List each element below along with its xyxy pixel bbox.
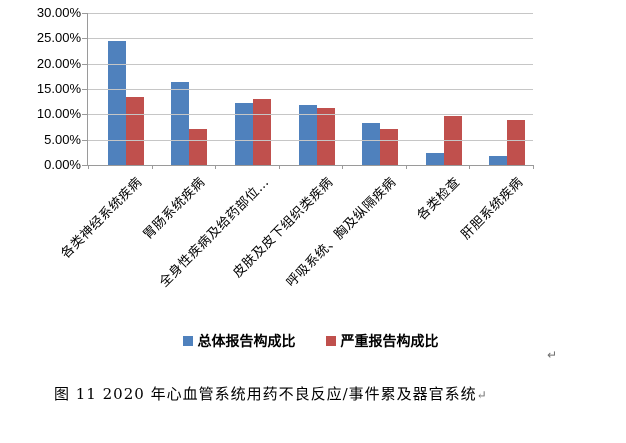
x-axis-category-label-1: 胃肠系统疾病 — [140, 174, 209, 243]
y-axis-tick-label: 0.00% — [44, 157, 81, 172]
y-tick-mark — [82, 13, 87, 14]
y-axis-tick-label: 15.00% — [36, 81, 81, 96]
figure-caption-text: 图 11 2020 年心血管系统用药不良反应/事件累及器官系统 — [54, 385, 477, 403]
bar-serious-0 — [125, 96, 144, 165]
caption-return-mark: ↵ — [476, 388, 487, 402]
bar-overall-6 — [489, 156, 508, 165]
bar-group-1 — [152, 13, 216, 165]
bar-group-0 — [88, 13, 152, 165]
x-tick-mark — [278, 165, 280, 169]
y-axis-line — [87, 13, 88, 166]
x-axis-category-label-4: 呼吸系统、胸及纵隔疾病 — [283, 174, 400, 291]
y-tick-mark — [82, 165, 87, 166]
bar-overall-4 — [362, 122, 381, 165]
bar-group-5 — [406, 13, 470, 165]
gridline-30 — [88, 13, 533, 14]
gridline-15 — [88, 89, 533, 90]
x-tick-mark — [88, 165, 89, 169]
y-tick-mark — [82, 63, 87, 65]
x-axis-category-label-3: 皮肤及皮下组织类疾病 — [229, 174, 336, 281]
bar-overall-0 — [107, 41, 126, 165]
bars-container — [88, 13, 533, 165]
bar-group-2 — [215, 13, 279, 165]
plot-area: 0.00% 5.00% 10.00% 15.00% 20.00% 25.00% 30.00% — [37, 6, 534, 172]
y-axis-tick-label: 10.00% — [36, 106, 81, 122]
y-axis-tick-label: 20.00% — [36, 55, 81, 71]
x-axis-category-label-2: 全身性疾病及给药部位… — [156, 174, 273, 291]
bar-overall-1 — [171, 82, 190, 165]
legend-label: 总体报告构成比 — [197, 334, 296, 350]
legend-item-overall: 总体报告构成比 — [182, 331, 296, 351]
bar-overall-5 — [425, 153, 444, 165]
x-tick-mark — [215, 165, 217, 169]
legend-label: 严重报告构成比 — [340, 334, 439, 350]
gridline-10 — [88, 114, 533, 116]
figure-caption: 图 11 2020 年心血管系统用药不良反应/事件累及器官系统↵ — [54, 383, 614, 404]
legend-swatch-icon — [182, 336, 193, 346]
bar-serious-1 — [189, 129, 208, 165]
x-tick-mark — [533, 165, 534, 169]
x-tick-mark — [151, 165, 153, 169]
x-axis-category-label-6: 肝胆系统疾病 — [458, 174, 527, 243]
legend-swatch-icon — [325, 336, 336, 346]
y-tick-mark — [82, 139, 87, 141]
y-tick-mark — [82, 89, 87, 90]
legend-item-serious: 严重报告构成比 — [325, 331, 439, 351]
x-tick-mark — [469, 165, 471, 169]
bar-overall-2 — [234, 103, 253, 165]
chart-legend: 总体报告构成比 严重报告构成比 — [88, 331, 533, 351]
y-axis-tick-label: 30.00% — [36, 5, 81, 20]
y-tick-mark — [82, 114, 87, 116]
y-tick-mark — [82, 38, 87, 40]
x-axis-line — [83, 165, 533, 166]
bar-serious-6 — [507, 119, 526, 165]
bar-group-6 — [469, 13, 533, 165]
bar-serious-2 — [252, 99, 271, 165]
bar-serious-5 — [443, 116, 462, 165]
gridline-25 — [88, 38, 533, 40]
y-axis-tick-label: 25.00% — [36, 30, 81, 46]
bar-serious-4 — [380, 129, 399, 165]
gridline-20 — [88, 63, 533, 65]
bar-overall-3 — [298, 104, 317, 165]
x-tick-mark — [405, 165, 407, 169]
bar-group-4 — [342, 13, 406, 165]
bar-group-3 — [279, 13, 343, 165]
bar-serious-3 — [316, 108, 335, 165]
x-tick-mark — [342, 165, 344, 169]
y-axis-tick-label: 5.00% — [44, 131, 81, 147]
paragraph-return-mark: ↵ — [547, 348, 558, 362]
gridline-5 — [88, 139, 533, 141]
